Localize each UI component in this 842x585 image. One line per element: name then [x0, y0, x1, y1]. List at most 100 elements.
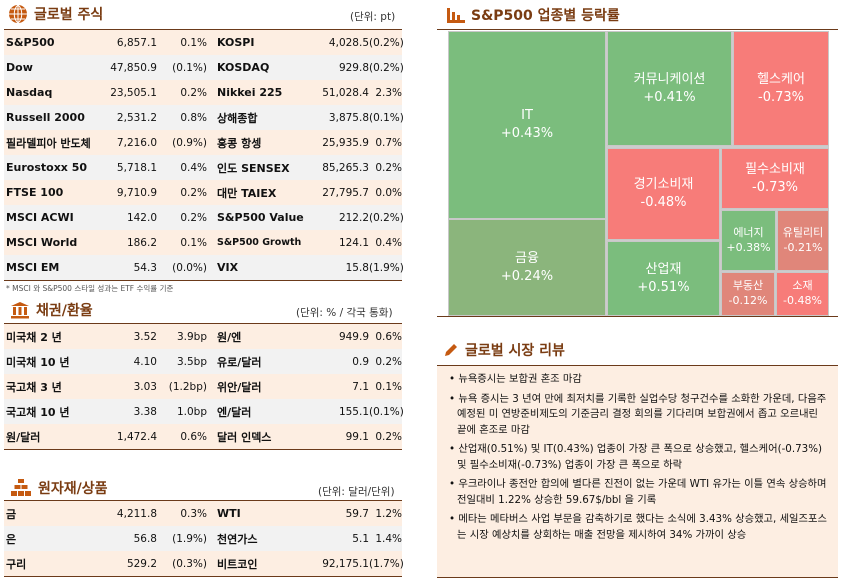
cell-name: KOSDAQ	[217, 61, 270, 74]
cell-change: 0.2%	[375, 355, 402, 368]
cell-name: 유로/달러	[217, 355, 262, 369]
commodities-table: 금 4,211.8 0.3% WTI 59.7 1.2% 은 56.8 (1.9%) 천연가스 5.…	[4, 500, 404, 577]
cell-name: 엔/달러	[217, 405, 252, 419]
sector-name: 소재	[792, 279, 813, 293]
review-item: 메타는 메타버스 사업 부문을 감축하기로 했다는 소식에 3.43% 상승했고…	[447, 512, 828, 543]
cell-change: 0.7%	[375, 136, 402, 149]
global-stocks-header: 글로벌 주식	[8, 4, 103, 24]
cell-name: MSCI ACWI	[6, 211, 74, 224]
cell-name: 국고채 10 년	[6, 405, 70, 419]
sector-name: 필수소비재	[745, 161, 805, 177]
table-row: 미국채 2 년 3.52 3.9bp 원/엔 949.9 0.6%	[4, 324, 402, 349]
table-row: 금 4,211.8 0.3% WTI 59.7 1.2%	[4, 501, 402, 526]
bank-icon	[11, 302, 29, 319]
cell-change: 0.6%	[180, 430, 207, 443]
cell-change: 0.1%	[180, 236, 207, 249]
cell-name: 천연가스	[217, 532, 258, 546]
table-row: Eurostoxx 50 5,718.1 0.4% 인도 SENSEX 85,265.3…	[4, 155, 402, 180]
sector-change: -0.12%	[728, 294, 768, 307]
treemap-cell: 에너지 +0.38%	[721, 210, 776, 271]
cell-name: 원/엔	[217, 330, 242, 344]
cell-value: 1,472.4	[116, 430, 157, 443]
cell-change: 0.4%	[180, 161, 207, 174]
cell-value: 54.3	[133, 261, 157, 274]
cell-change: (1.7%)	[369, 557, 404, 570]
pencil-icon	[445, 344, 457, 356]
cell-change: 0.8%	[180, 111, 207, 124]
sector-change: -0.21%	[783, 240, 823, 254]
cell-name: 비트코인	[217, 557, 258, 571]
treemap-cell: 산업재 +0.51%	[607, 241, 720, 316]
sector-name: 헬스케어	[757, 71, 805, 87]
treemap-cell: 금융 +0.24%	[448, 219, 606, 316]
cell-name: 미국채 10 년	[6, 355, 70, 369]
cell-value: 7,216.0	[116, 136, 157, 149]
global-stocks-title: 글로벌 주식	[34, 7, 104, 23]
sector-name: 유틸리티	[782, 225, 824, 239]
cell-value: 5,718.1	[116, 161, 157, 174]
cell-value: 7.1	[352, 380, 369, 393]
table-row: Dow 47,850.9 (0.1%) KOSDAQ 929.8 (0.2%)	[4, 55, 404, 80]
cell-name: 상해종합	[217, 111, 258, 125]
cell-value: 5.1	[352, 532, 369, 545]
cell-name: S&P500 Growth	[217, 237, 302, 248]
commodities-title: 원자재/상품	[38, 481, 108, 497]
cell-name: WTI	[217, 507, 241, 520]
cell-change: (0.2%)	[369, 36, 404, 49]
treemap-cell: 소재 -0.48%	[776, 272, 829, 316]
table-row: 필라델피아 반도체 7,216.0 (0.9%) 홍콩 항셍 25,935.9 0.7%	[4, 130, 402, 155]
sector-change: -0.48%	[783, 294, 822, 307]
cell-value: 142.0	[126, 211, 157, 224]
gold-bars-icon	[11, 479, 31, 496]
cell-value: 186.2	[126, 236, 157, 249]
cell-value: 59.7	[345, 507, 369, 520]
sector-change: +0.43%	[500, 126, 554, 141]
cell-change: (0.9%)	[172, 136, 207, 149]
cell-name: MSCI EM	[6, 261, 60, 274]
review-header: 글로벌 시장 리뷰	[443, 340, 565, 360]
cell-value: 3.38	[133, 405, 157, 418]
cell-change: (0.1%)	[369, 405, 404, 418]
cell-change: (0.1%)	[172, 61, 207, 74]
bar-chart-icon	[447, 8, 465, 23]
treemap-cell: 필수소비재 -0.73%	[721, 148, 829, 209]
bonds-fx-title: 채권/환율	[36, 303, 93, 319]
cell-change: 2.3%	[375, 86, 402, 99]
treemap-cell: 경기소비재 -0.48%	[607, 148, 720, 240]
review-title: 글로벌 시장 리뷰	[465, 343, 565, 359]
cell-value: 85,265.3	[322, 161, 369, 174]
cell-value: 27,795.7	[322, 186, 369, 199]
global-stocks-note: * MSCI 와 S&P500 스타일 성과는 ETF 수익률 기준	[6, 284, 174, 293]
sector-change: -0.73%	[752, 179, 798, 195]
cell-value: 15.8	[345, 261, 369, 274]
sector-name: 경기소비재	[633, 177, 694, 193]
cell-change: 0.6%	[375, 330, 402, 343]
sector-change: +0.41%	[643, 89, 696, 105]
cell-change: 0.3%	[180, 507, 207, 520]
cell-name: 원/달러	[6, 430, 41, 444]
cell-name: 금	[6, 507, 17, 521]
cell-change: 0.2%	[375, 430, 402, 443]
sector-name: 에너지	[733, 225, 764, 239]
cell-name: 대만 TAIEX	[217, 186, 277, 200]
cell-name: Eurostoxx 50	[6, 161, 88, 174]
cell-name: 은	[6, 532, 17, 546]
sector-change: +0.38%	[726, 240, 771, 254]
sector-name: IT	[521, 108, 533, 124]
cell-name: 홍콩 항셍	[217, 136, 262, 150]
cell-change: 1.0bp	[176, 405, 207, 418]
cell-value: 4,028.5	[328, 36, 369, 49]
sector-treemap: IT +0.43% 금융 +0.24% 커뮤니케이션 +0.41% 헬스케어 -0.73% 경기…	[448, 31, 829, 316]
cell-value: 9,710.9	[116, 186, 157, 199]
cell-change: 0.0%	[375, 186, 402, 199]
table-row: MSCI World 186.2 0.1% S&P500 Growth 124.1 0.4…	[4, 230, 402, 255]
cell-value: 56.8	[133, 532, 157, 545]
table-row: MSCI ACWI 142.0 0.2% S&P500 Value 212.2 (0.2%…	[4, 205, 404, 230]
review-item: 뉴욕증시는 보합권 혼조 마감	[447, 372, 828, 388]
cell-value: 47,850.9	[110, 61, 157, 74]
cell-value: 155.1	[338, 405, 369, 418]
cell-name: 구리	[6, 557, 27, 571]
cell-value: 124.1	[338, 236, 369, 249]
cell-change: 1.4%	[375, 532, 402, 545]
commodities-header: 원자재/상품	[10, 478, 108, 498]
